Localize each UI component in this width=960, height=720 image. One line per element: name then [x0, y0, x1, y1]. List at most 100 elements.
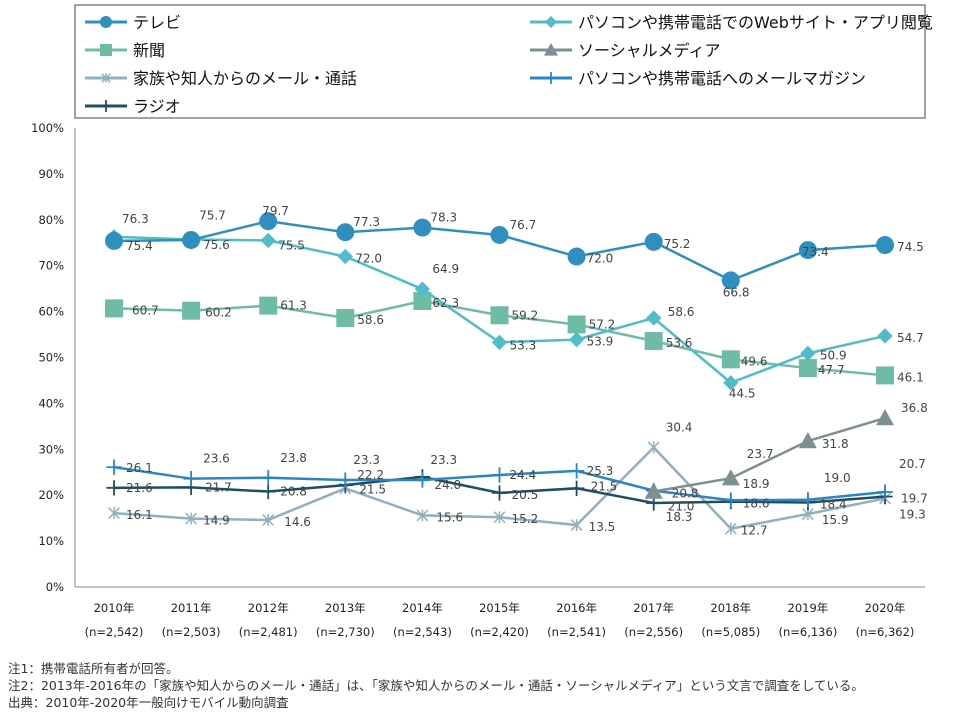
data-label: 20.7 — [899, 457, 926, 471]
y-axis-ticks: 0% 10% 20% 30% 40% 50% 60% 70% 80% 90% 100% — [31, 121, 64, 594]
x-tick-sample-label: (n=2,420) — [470, 625, 529, 639]
data-label: 53.9 — [587, 335, 614, 349]
x-tick-sample-label: (n=2,543) — [393, 625, 452, 639]
data-point — [876, 236, 894, 255]
data-label: 26.1 — [126, 461, 153, 475]
data-label: 24.0 — [434, 478, 461, 492]
data-point — [877, 328, 893, 344]
data-point — [413, 218, 432, 237]
legend-item-4: ソーシャルメディア — [530, 41, 721, 60]
data-point — [182, 230, 201, 249]
legend-marker-circle — [100, 16, 112, 28]
data-point — [336, 309, 355, 328]
data-label: 73.4 — [802, 245, 829, 259]
data-label: 72.0 — [587, 252, 614, 266]
data-point — [491, 485, 508, 501]
data-point — [106, 480, 122, 496]
y-tick-label: 70% — [38, 259, 64, 273]
legend-label: ラジオ — [133, 97, 181, 116]
data-label: 75.6 — [203, 238, 230, 252]
data-label: 50.9 — [820, 348, 847, 362]
series-7 — [106, 469, 893, 511]
data-label: 22.2 — [357, 468, 384, 482]
y-tick-label: 30% — [38, 442, 64, 456]
data-point — [567, 315, 586, 334]
data-label: 49.6 — [741, 354, 768, 368]
legend-box — [74, 4, 926, 119]
y-tick-label: 90% — [38, 167, 64, 181]
legend-marker-plus — [545, 72, 557, 84]
data-label: 25.3 — [587, 464, 614, 478]
footnotes: 注1：携帯電話所有者が回答。 注2：2013年-2016年の「家族や知人からのメ… — [8, 660, 864, 711]
data-point — [568, 331, 585, 348]
legend-item-5: 家族や知人からのメール・通話 — [85, 69, 357, 88]
legend-marker-square — [100, 44, 112, 56]
data-label: 30.4 — [666, 420, 693, 434]
legend-marker-asterisk — [101, 73, 111, 83]
data-point — [337, 248, 353, 265]
legend-marker-plus — [100, 100, 112, 112]
data-label: 58.6 — [357, 313, 384, 327]
x-tick-label: 2011年 — [171, 601, 212, 615]
data-point — [490, 225, 509, 244]
data-label: 23.8 — [280, 451, 307, 465]
data-label: 75.2 — [664, 237, 691, 251]
data-label: 18.3 — [666, 510, 693, 524]
data-point — [491, 334, 508, 351]
y-tick-label: 100% — [31, 121, 64, 135]
data-label: 23.3 — [353, 453, 380, 467]
data-point — [800, 345, 816, 362]
data-label: 60.2 — [205, 306, 232, 320]
data-point — [798, 359, 817, 378]
legend-label: テレビ — [133, 13, 181, 32]
data-label: 60.7 — [132, 303, 159, 317]
data-label: 21.5 — [359, 482, 386, 496]
data-label: 24.4 — [510, 468, 537, 482]
x-tick-label: 2017年 — [633, 601, 674, 615]
data-label: 59.2 — [512, 308, 539, 322]
legend-item-1: テレビ — [85, 13, 181, 32]
data-label: 14.6 — [284, 515, 311, 529]
data-label: 21.0 — [668, 500, 695, 514]
data-point — [185, 512, 198, 525]
data-label: 21.5 — [591, 479, 618, 493]
data-point — [490, 306, 509, 325]
x-tick-sample-label: (n=2,730) — [316, 625, 375, 639]
x-tick-sample-label: (n=2,541) — [547, 625, 606, 639]
data-label: 21.6 — [126, 481, 153, 495]
data-label: 75.4 — [126, 239, 153, 253]
data-point — [413, 292, 432, 311]
data-label: 76.3 — [122, 212, 149, 226]
data-point — [260, 232, 276, 249]
y-tick-label: 60% — [38, 305, 64, 319]
data-label: 23.3 — [430, 453, 457, 467]
x-tick-sample-label: (n=2,481) — [239, 625, 298, 639]
legend-item-6: パソコンや携帯電話へのメールマガジン — [530, 69, 866, 88]
series-4 — [644, 409, 894, 499]
data-point — [724, 522, 737, 535]
data-point — [723, 492, 739, 508]
data-label: 20.8 — [672, 487, 699, 501]
data-point — [647, 441, 660, 454]
data-label: 53.6 — [666, 336, 693, 350]
x-tick-sample-label: (n=2,556) — [624, 625, 683, 639]
data-label: 75.5 — [278, 238, 305, 252]
data-point — [105, 231, 123, 250]
x-tick-label: 2013年 — [325, 601, 366, 615]
series-layer — [105, 212, 894, 535]
data-label: 75.7 — [199, 209, 226, 223]
data-point — [798, 432, 817, 449]
x-axis-ticks: 2010年 (n=2,542) 2011年 (n=2,503) 2012年 (n=2,48… — [85, 601, 915, 639]
legend-label: 新聞 — [133, 41, 165, 60]
x-tick-label: 2015年 — [479, 601, 520, 615]
data-label: 19.3 — [899, 507, 926, 521]
data-point — [182, 301, 201, 320]
data-label: 77.3 — [353, 215, 380, 229]
legend-marker-triangle — [544, 43, 558, 56]
data-point — [183, 471, 199, 487]
data-label: 54.7 — [897, 331, 924, 345]
data-point — [800, 492, 816, 508]
data-label: 14.9 — [203, 514, 230, 528]
data-label: 31.8 — [822, 437, 849, 451]
data-point — [106, 459, 122, 475]
